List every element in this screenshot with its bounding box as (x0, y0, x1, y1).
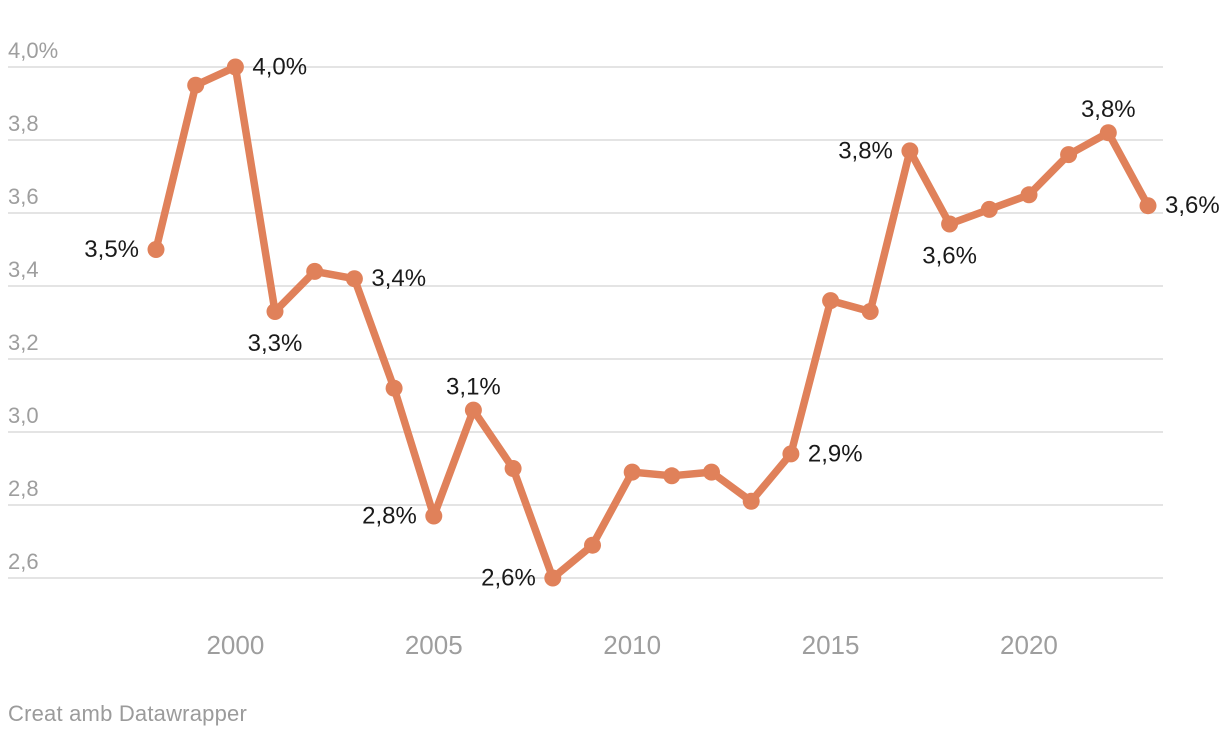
data-point-labels: 3,5% 4,0% 3,3% 3,4% 2,8% 3,1% 2,6% 2,9% 3,8% 3,6%… (84, 54, 1219, 592)
data-point-value-label: 3,6% (922, 243, 977, 270)
data-point-marker[interactable] (584, 536, 601, 554)
data-point-marker[interactable] (901, 142, 919, 160)
data-point-value-label: 3,5% (84, 236, 139, 263)
y-axis-tick-label: 4,0% (8, 38, 58, 63)
x-axis-tick-label: 2015 (802, 630, 860, 660)
data-point-value-label: 3,1% (446, 374, 501, 401)
x-axis-tick-label: 2005 (405, 630, 463, 660)
data-point-marker[interactable] (663, 467, 681, 485)
data-point-marker[interactable] (1020, 186, 1038, 204)
x-axis-tick-label: 2010 (603, 630, 661, 660)
y-axis-tick-label: 2,8 (8, 476, 39, 501)
data-point-value-label: 3,4% (371, 265, 426, 292)
y-axis-tick-label: 3,0 (8, 403, 39, 428)
data-point-marker[interactable] (306, 262, 324, 280)
data-point-marker[interactable] (980, 200, 998, 218)
data-point-marker[interactable] (861, 303, 879, 320)
data-point-marker[interactable] (147, 241, 165, 258)
y-axis-tick-label: 3,8 (8, 111, 39, 136)
data-point-value-label: 3,6% (1165, 192, 1220, 219)
y-axis-tick-label: 3,4 (8, 257, 39, 282)
data-point-marker[interactable] (1139, 197, 1157, 215)
data-point-value-label: 2,8% (362, 503, 417, 530)
data-point-value-label: 3,8% (838, 137, 893, 164)
y-axis-tick-label: 2,6 (8, 549, 39, 574)
data-point-marker[interactable] (742, 492, 760, 510)
credit-prefix: Creat amb (8, 701, 119, 726)
data-point-marker[interactable] (703, 463, 720, 481)
data-point-value-label: 2,9% (808, 440, 863, 467)
gridlines (8, 66, 1163, 579)
data-point-value-label: 3,3% (248, 330, 303, 357)
data-point-marker[interactable] (544, 569, 562, 587)
data-point-marker[interactable] (464, 401, 482, 419)
x-axis-labels: 2000 2005 2010 2015 2020 (206, 630, 1057, 660)
data-point-value-label: 2,6% (481, 565, 536, 592)
data-point-marker[interactable] (941, 215, 959, 233)
datawrapper-credit-link[interactable]: Datawrapper (118, 701, 247, 726)
data-point-marker[interactable] (1060, 146, 1078, 164)
data-point-marker[interactable] (226, 58, 244, 76)
data-point-value-label: 3,8% (1081, 96, 1136, 123)
data-point-marker[interactable] (504, 460, 522, 477)
data-point-marker[interactable] (425, 507, 443, 525)
data-point-marker[interactable] (623, 463, 641, 481)
data-point-marker[interactable] (187, 76, 205, 94)
y-axis-tick-label: 3,2 (8, 330, 39, 355)
data-point-marker[interactable] (266, 303, 284, 320)
data-series (147, 58, 1157, 587)
data-point-marker[interactable] (1099, 124, 1117, 142)
data-point-marker[interactable] (385, 379, 403, 397)
x-axis-tick-label: 2000 (206, 630, 264, 660)
series-line (152, 63, 1152, 582)
data-point-marker[interactable] (782, 445, 800, 463)
x-axis-tick-label: 2020 (1000, 630, 1058, 660)
data-point-marker[interactable] (822, 292, 840, 310)
data-point-value-label: 4,0% (252, 54, 307, 81)
y-axis-tick-label: 3,6 (8, 184, 39, 209)
chart-footer: Creat amb Datawrapper (8, 701, 247, 727)
y-axis-labels: 4,0% 3,8 3,6 3,4 3,2 3,0 2,8 2,6 (8, 38, 58, 574)
data-point-marker[interactable] (345, 270, 363, 288)
